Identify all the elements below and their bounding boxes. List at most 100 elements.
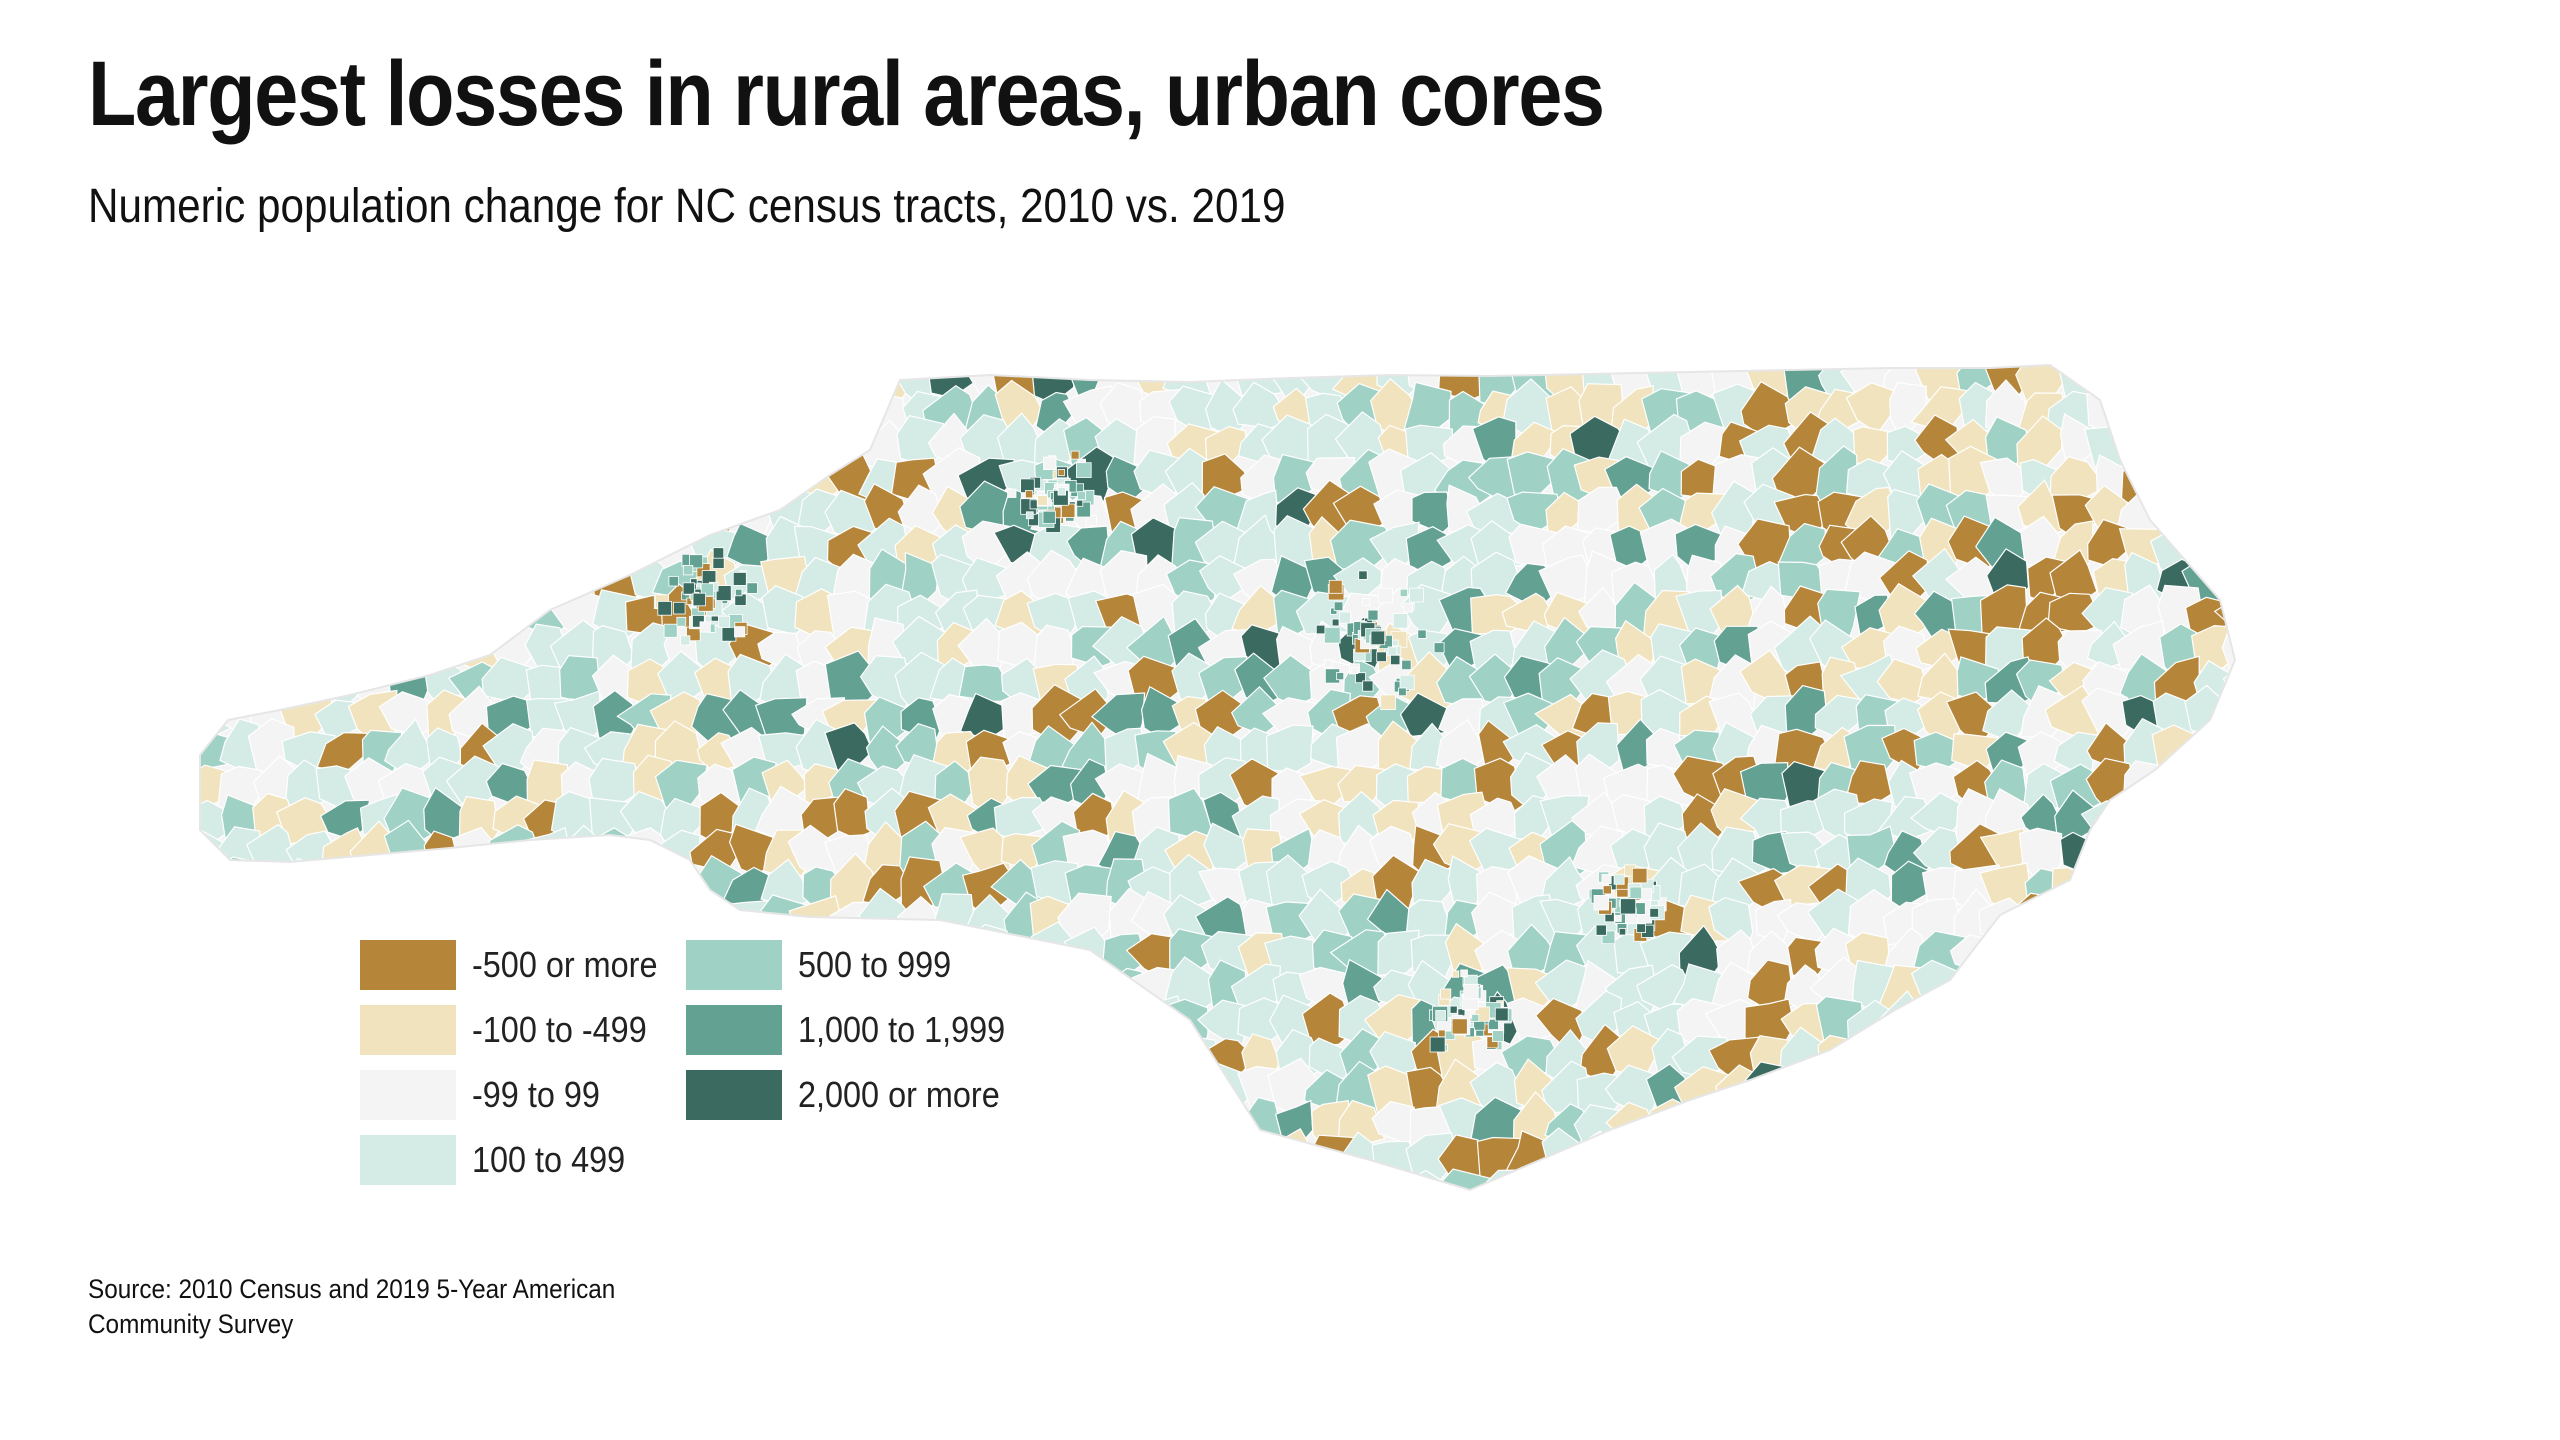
census-tract <box>1613 873 1625 885</box>
census-tract <box>2359 890 2408 943</box>
census-tract <box>2156 762 2205 817</box>
census-tract <box>1744 1129 1795 1188</box>
census-tract <box>1276 1167 1324 1190</box>
census-tract <box>733 1202 775 1221</box>
census-tract <box>2183 860 2235 910</box>
census-tract <box>2222 825 2235 876</box>
census-tract <box>2222 480 2235 536</box>
census-tract <box>351 557 408 609</box>
census-tract <box>314 549 378 606</box>
census-tract <box>314 1207 369 1220</box>
census-tract <box>247 922 294 976</box>
legend-swatch <box>360 1070 456 1120</box>
census-tract <box>385 628 440 682</box>
census-tract <box>2150 1093 2210 1148</box>
census-tract <box>2253 891 2301 949</box>
census-tract <box>715 585 732 602</box>
census-tract <box>491 858 537 912</box>
census-tract <box>2295 1175 2338 1218</box>
census-tract <box>213 998 270 1051</box>
census-tract <box>2393 622 2420 676</box>
census-tract <box>310 489 366 537</box>
source-note: Source: 2010 Census and 2019 5-Year Amer… <box>88 1274 616 1339</box>
census-tract <box>2255 624 2310 681</box>
census-tract <box>200 902 230 945</box>
legend-label: -100 to -499 <box>472 1009 647 1050</box>
census-tract <box>2013 930 2062 989</box>
census-tract <box>1262 1204 1328 1221</box>
census-tract <box>357 427 408 467</box>
census-tract <box>1511 1166 1553 1190</box>
census-tract <box>253 865 302 914</box>
census-tract <box>2395 488 2420 544</box>
census-tract <box>209 856 271 906</box>
census-tract <box>1714 1164 1760 1190</box>
census-tract <box>2188 820 2235 886</box>
census-tract <box>279 1138 343 1190</box>
census-tract <box>588 454 643 500</box>
census-tract <box>1362 597 1371 607</box>
census-tract <box>1750 1201 1790 1220</box>
census-tract <box>2324 393 2370 439</box>
census-tract <box>1952 1201 1999 1220</box>
census-tract <box>1620 898 1637 915</box>
census-tract <box>2284 698 2337 749</box>
census-tract <box>2150 855 2211 917</box>
census-tract <box>313 450 363 499</box>
census-tract <box>2019 965 2072 1020</box>
census-tract <box>1070 450 1080 460</box>
census-tract <box>2394 765 2420 807</box>
census-tract <box>1229 1170 1282 1190</box>
census-tract <box>414 619 474 670</box>
census-tract <box>2256 820 2308 878</box>
census-tract <box>2159 820 2204 881</box>
census-tract <box>2325 1035 2379 1086</box>
census-tract <box>1947 1099 2000 1148</box>
census-tract <box>419 365 472 402</box>
census-tract <box>323 416 369 470</box>
census-tract <box>213 1201 262 1221</box>
census-tract <box>1401 659 1412 671</box>
census-tract <box>209 619 260 675</box>
census-tract <box>1747 1095 1791 1146</box>
census-tract <box>1077 491 1086 501</box>
census-tract <box>353 365 406 402</box>
census-tract <box>557 457 604 512</box>
legend-label: -500 or more <box>472 944 658 985</box>
census-tract <box>1580 1206 1632 1220</box>
census-tract <box>2146 931 2212 986</box>
census-tract <box>628 1197 670 1220</box>
census-tract <box>1101 1038 1156 1077</box>
census-tract <box>383 454 433 502</box>
census-tract <box>676 616 687 627</box>
census-tract <box>2264 451 2304 499</box>
census-tract <box>1438 1029 1446 1038</box>
census-tract <box>2114 963 2168 1021</box>
census-tract <box>288 959 337 1019</box>
census-tract <box>383 423 432 467</box>
census-tract <box>1070 1137 1121 1183</box>
census-tract <box>200 549 238 602</box>
census-tract <box>2257 1170 2304 1220</box>
census-tract <box>285 548 332 615</box>
census-tract <box>668 575 679 587</box>
census-tract <box>488 561 533 608</box>
census-tract <box>1916 1097 1962 1145</box>
census-tract <box>2293 963 2338 1008</box>
census-tract <box>250 899 302 953</box>
census-tract <box>2019 992 2075 1043</box>
census-tract <box>219 958 265 1017</box>
census-tract <box>2297 485 2342 537</box>
census-tract <box>455 551 497 614</box>
census-tract <box>492 1200 535 1220</box>
census-tract <box>1362 680 1374 692</box>
census-tract <box>721 626 737 642</box>
census-tract <box>2289 724 2345 773</box>
census-tract <box>2052 1128 2103 1181</box>
census-tract <box>1916 995 1958 1046</box>
census-tract <box>2156 992 2203 1052</box>
census-tract <box>426 459 471 502</box>
census-tract <box>788 1199 833 1220</box>
census-tract <box>2014 1170 2075 1190</box>
census-tract <box>1392 613 1409 629</box>
